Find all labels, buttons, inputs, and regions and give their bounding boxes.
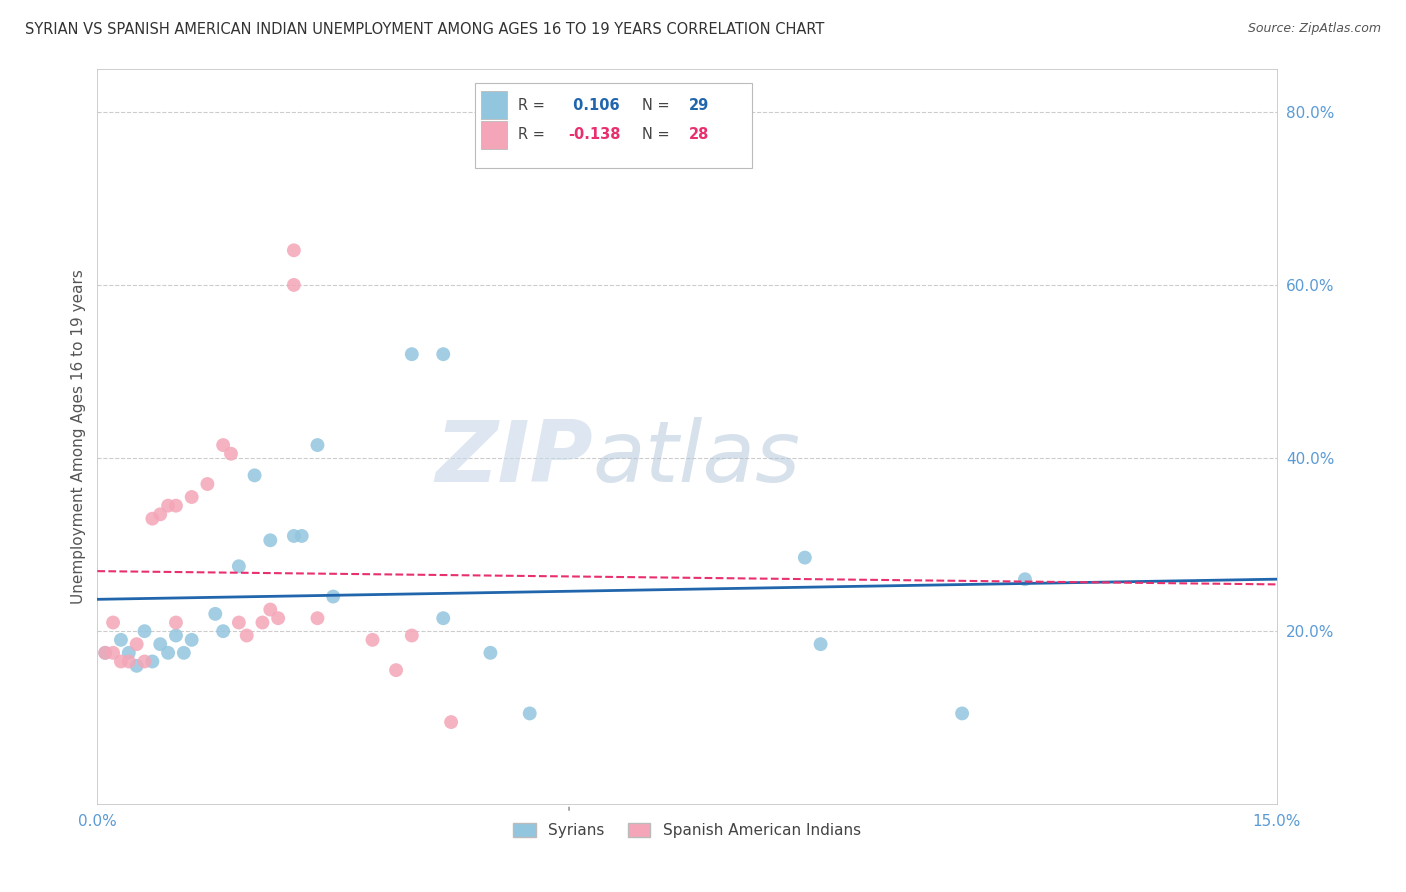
Point <box>243 468 266 483</box>
Text: SYRIAN VS SPANISH AMERICAN INDIAN UNEMPLOYMENT AMONG AGES 16 TO 19 YEARS CORRELA: SYRIAN VS SPANISH AMERICAN INDIAN UNEMPL… <box>25 22 825 37</box>
Point <box>141 511 163 525</box>
Point <box>180 632 202 647</box>
Point <box>134 655 156 669</box>
Text: atlas: atlas <box>592 417 800 500</box>
Text: N =: N = <box>643 128 675 142</box>
Text: R =: R = <box>519 98 550 112</box>
Point <box>101 615 124 630</box>
Point <box>118 655 141 669</box>
Point <box>519 706 541 721</box>
Text: ZIP: ZIP <box>434 417 592 500</box>
Text: 0.106: 0.106 <box>568 98 620 112</box>
Point <box>141 655 163 669</box>
Point <box>157 646 180 660</box>
Point <box>793 550 815 565</box>
Point <box>440 715 463 730</box>
Point <box>259 533 281 548</box>
Point <box>322 590 344 604</box>
Bar <box>481 120 506 149</box>
Point <box>228 559 250 574</box>
Point <box>432 611 454 625</box>
Point <box>291 529 314 543</box>
Point <box>180 490 202 504</box>
Point <box>149 637 172 651</box>
Point <box>149 508 172 522</box>
Point <box>157 499 180 513</box>
Text: 29: 29 <box>689 98 710 112</box>
Point <box>235 628 257 642</box>
Point <box>94 646 117 660</box>
Point <box>252 615 274 630</box>
Bar <box>481 91 506 120</box>
Point <box>165 615 187 630</box>
Text: N =: N = <box>643 98 675 112</box>
Point <box>204 607 226 621</box>
Point <box>401 628 423 642</box>
Point <box>228 615 250 630</box>
Point <box>401 347 423 361</box>
Point <box>197 477 219 491</box>
Text: 28: 28 <box>689 128 710 142</box>
Point <box>259 602 281 616</box>
Point <box>212 624 235 639</box>
Point <box>1014 572 1036 586</box>
Point <box>165 628 187 642</box>
Text: Source: ZipAtlas.com: Source: ZipAtlas.com <box>1247 22 1381 36</box>
Legend: Syrians, Spanish American Indians: Syrians, Spanish American Indians <box>508 817 868 845</box>
Point <box>165 499 187 513</box>
Point <box>385 663 408 677</box>
Point <box>125 658 148 673</box>
Point <box>283 529 305 543</box>
Point <box>432 347 454 361</box>
Point <box>283 277 305 292</box>
Point <box>283 244 305 258</box>
Point <box>118 646 141 660</box>
Point <box>101 646 124 660</box>
Point <box>307 611 329 625</box>
Text: -0.138: -0.138 <box>568 128 620 142</box>
Point <box>110 655 132 669</box>
Point <box>267 611 290 625</box>
Text: R =: R = <box>519 128 550 142</box>
Point <box>212 438 235 452</box>
Point <box>479 646 502 660</box>
Point <box>173 646 195 660</box>
Point <box>94 646 117 660</box>
Point <box>125 637 148 651</box>
Point <box>219 447 242 461</box>
Point <box>810 637 832 651</box>
Point <box>307 438 329 452</box>
Point <box>110 632 132 647</box>
Point <box>950 706 973 721</box>
Point <box>134 624 156 639</box>
Point <box>361 632 384 647</box>
Y-axis label: Unemployment Among Ages 16 to 19 years: Unemployment Among Ages 16 to 19 years <box>72 269 86 604</box>
Bar <box>475 83 752 168</box>
